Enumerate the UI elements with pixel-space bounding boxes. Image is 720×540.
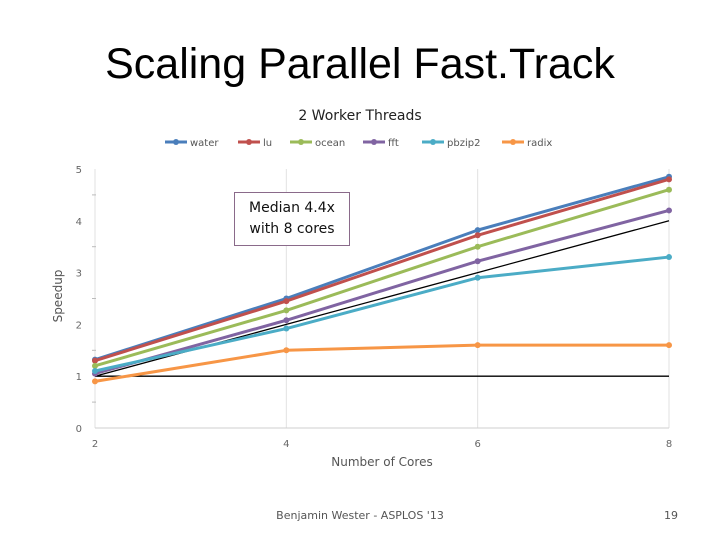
data-point-radix — [283, 347, 290, 354]
y-tick-label: 2 — [76, 320, 82, 331]
legend-label: ocean — [315, 138, 345, 149]
legend-label: lu — [263, 138, 272, 149]
x-tick-label: 2 — [92, 439, 98, 450]
legend-item-pbzip2: pbzip2 — [422, 138, 480, 149]
data-point-ocean — [92, 362, 98, 369]
legend-marker — [246, 139, 252, 145]
legend-marker — [298, 139, 304, 145]
data-point-radix — [92, 378, 98, 385]
data-point-radix — [474, 342, 481, 349]
series-line-pbzip2 — [94, 255, 670, 373]
chart-legend: water lu ocean fft pbzip2 radix — [165, 138, 552, 149]
data-point-lu — [474, 232, 481, 239]
legend-item-ocean: ocean — [290, 138, 345, 149]
slide-title: Scaling Parallel Fast.Track — [105, 40, 615, 88]
x-axis-label: Number of Cores — [331, 455, 432, 469]
callout-line-2: with 8 cores — [249, 221, 335, 237]
x-tick-label: 6 — [474, 439, 480, 450]
y-axis-label: Speedup — [51, 270, 65, 323]
data-point-ocean — [283, 307, 290, 314]
series-line-water — [94, 175, 670, 362]
data-point-pbzip2 — [92, 368, 98, 375]
legend-item-water: water — [165, 138, 219, 149]
y-tick-label: 1 — [76, 372, 82, 383]
page-number: 19 — [664, 509, 678, 522]
legend-item-radix: radix — [502, 138, 552, 149]
data-point-lu — [283, 298, 290, 305]
legend-label: radix — [527, 138, 552, 149]
data-point-pbzip2 — [666, 254, 672, 261]
series-radix — [92, 342, 672, 385]
series-pbzip2 — [92, 254, 672, 375]
series-line-ocean — [94, 188, 670, 368]
data-point-radix — [666, 342, 672, 349]
series-lu — [92, 176, 672, 364]
data-point-lu — [92, 357, 98, 364]
callout-line-1: Median 4.4x — [249, 200, 335, 216]
legend-marker — [371, 139, 377, 145]
chart-axes: 2 4 6 8 0 1 2 3 4 5 — [76, 165, 673, 450]
legend-label: water — [190, 138, 219, 149]
legend-marker — [173, 139, 179, 145]
legend-item-lu: lu — [238, 138, 272, 149]
series-ocean — [92, 186, 672, 369]
legend-marker — [510, 139, 516, 145]
y-tick-label: 3 — [76, 269, 82, 280]
legend-label: fft — [388, 138, 399, 149]
chart-title: 2 Worker Threads — [298, 108, 422, 124]
y-tick-label: 5 — [76, 165, 82, 176]
legend-marker — [430, 139, 436, 145]
chart-series — [92, 173, 672, 385]
data-point-ocean — [474, 243, 481, 250]
legend-label: pbzip2 — [447, 138, 480, 149]
series-line-radix — [94, 343, 669, 383]
y-tick-label: 0 — [76, 424, 82, 435]
x-tick-label: 4 — [283, 439, 289, 450]
legend-item-fft: fft — [363, 138, 399, 149]
series-line-fft — [94, 208, 670, 376]
data-point-pbzip2 — [474, 274, 481, 281]
data-point-fft — [666, 207, 672, 214]
series-line-lu — [94, 177, 670, 363]
data-point-water — [474, 227, 481, 234]
data-point-pbzip2 — [283, 325, 290, 332]
data-point-fft — [474, 258, 481, 265]
x-tick-label: 8 — [666, 439, 672, 450]
median-callout: Median 4.4x with 8 cores — [234, 192, 350, 246]
data-point-ocean — [666, 186, 672, 193]
data-point-fft — [283, 317, 290, 324]
data-point-lu — [666, 176, 672, 183]
y-tick-label: 4 — [76, 217, 82, 228]
footer-author: Benjamin Wester - ASPLOS '13 — [276, 509, 444, 522]
